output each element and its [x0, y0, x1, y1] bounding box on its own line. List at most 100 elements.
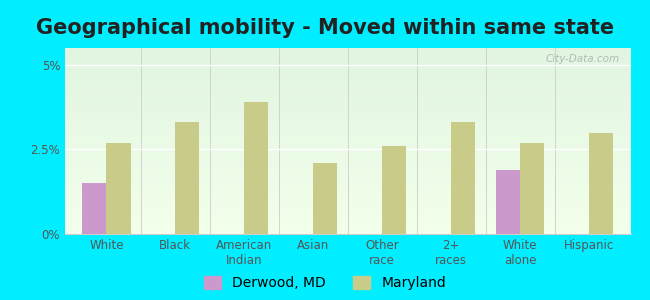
Bar — [65, 230, 630, 231]
Bar — [65, 178, 630, 179]
Bar — [65, 195, 630, 196]
Bar — [65, 116, 630, 117]
Bar — [65, 104, 630, 105]
Bar — [65, 147, 630, 148]
Bar — [65, 157, 630, 158]
Bar — [176, 122, 200, 234]
Bar — [65, 61, 630, 62]
Bar — [65, 151, 630, 152]
Bar — [65, 103, 630, 104]
Bar — [65, 172, 630, 173]
Bar — [65, 186, 630, 187]
Bar — [65, 141, 630, 142]
Bar — [65, 222, 630, 223]
Bar — [65, 54, 630, 55]
Bar — [65, 87, 630, 88]
Bar — [65, 199, 630, 200]
Bar — [382, 146, 406, 234]
Bar — [65, 180, 630, 181]
Bar — [65, 203, 630, 204]
Bar — [65, 131, 630, 132]
Bar — [65, 227, 630, 228]
Bar — [65, 226, 630, 227]
Bar — [65, 70, 630, 71]
Bar — [65, 85, 630, 86]
Bar — [65, 94, 630, 95]
Bar — [65, 105, 630, 106]
Bar — [65, 176, 630, 177]
Bar — [65, 202, 630, 203]
Bar — [65, 72, 630, 73]
Bar — [65, 50, 630, 51]
Bar — [65, 125, 630, 126]
Bar — [65, 84, 630, 85]
Bar — [65, 229, 630, 230]
Bar — [65, 62, 630, 63]
Bar — [65, 214, 630, 215]
Bar — [65, 67, 630, 68]
Bar — [65, 196, 630, 197]
Bar — [65, 136, 630, 137]
Bar — [65, 86, 630, 87]
Bar — [65, 98, 630, 99]
Bar — [65, 142, 630, 143]
Bar — [65, 197, 630, 198]
Bar — [65, 117, 630, 118]
Bar — [65, 48, 630, 49]
Bar — [65, 113, 630, 114]
Bar — [65, 97, 630, 98]
Legend: Derwood, MD, Maryland: Derwood, MD, Maryland — [204, 276, 446, 290]
Bar — [65, 93, 630, 94]
Bar — [65, 115, 630, 116]
Bar — [65, 155, 630, 156]
Bar — [65, 112, 630, 113]
Bar — [65, 198, 630, 199]
Bar — [65, 217, 630, 218]
Bar — [65, 102, 630, 103]
Bar — [65, 52, 630, 54]
Bar — [65, 218, 630, 219]
Bar — [65, 223, 630, 224]
Bar — [65, 219, 630, 220]
Bar — [65, 100, 630, 101]
Bar — [65, 58, 630, 59]
Bar — [65, 152, 630, 153]
Bar — [65, 146, 630, 147]
Bar — [65, 118, 630, 119]
Bar — [65, 187, 630, 188]
Bar — [65, 182, 630, 183]
Bar — [65, 121, 630, 122]
Bar — [65, 99, 630, 100]
Bar — [65, 91, 630, 92]
Bar — [65, 71, 630, 72]
Bar — [65, 179, 630, 180]
Bar — [65, 82, 630, 83]
Bar — [65, 75, 630, 76]
Bar — [65, 63, 630, 64]
Bar — [244, 102, 268, 234]
Bar — [65, 114, 630, 115]
Bar — [65, 185, 630, 186]
Bar — [65, 212, 630, 213]
Bar — [65, 120, 630, 121]
Bar — [496, 170, 520, 234]
Bar — [65, 101, 630, 102]
Bar — [65, 77, 630, 78]
Bar — [65, 164, 630, 165]
Bar — [65, 158, 630, 159]
Text: Geographical mobility - Moved within same state: Geographical mobility - Moved within sam… — [36, 18, 614, 38]
Bar — [520, 143, 544, 234]
Bar — [65, 154, 630, 155]
Bar — [65, 79, 630, 80]
Bar — [65, 163, 630, 164]
Bar — [65, 191, 630, 192]
Bar — [65, 137, 630, 138]
Bar — [65, 68, 630, 69]
Bar — [65, 126, 630, 127]
Bar — [65, 138, 630, 139]
Bar — [65, 123, 630, 124]
Bar — [65, 65, 630, 66]
Bar — [65, 57, 630, 58]
Bar — [451, 122, 475, 234]
Bar — [65, 159, 630, 160]
